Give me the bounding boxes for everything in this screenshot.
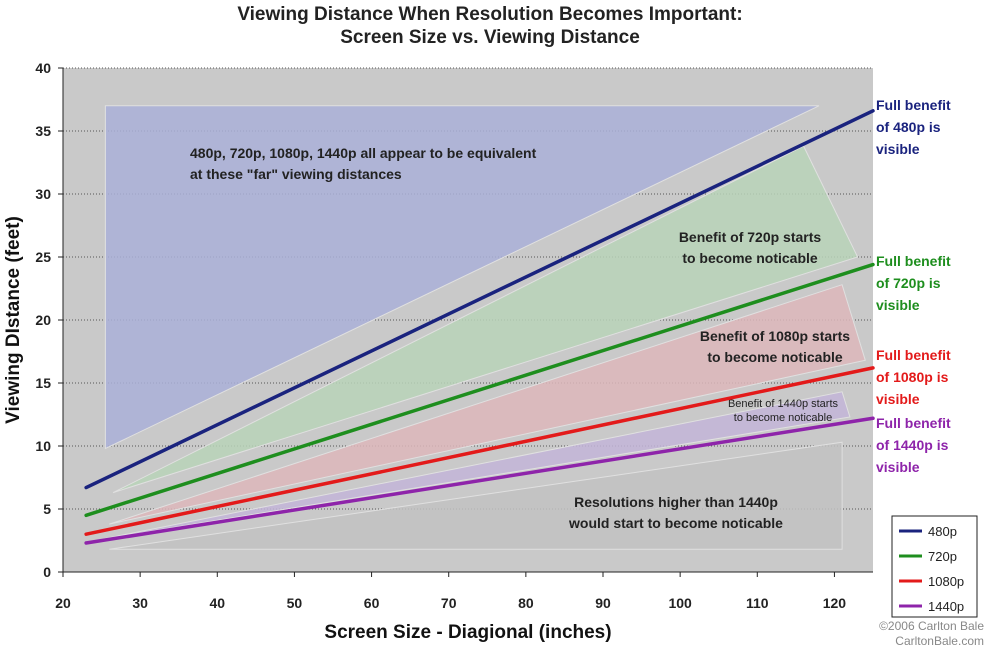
region-annotation-benefit-1080p: Benefit of 1080p starts [700,328,850,344]
plot-area: 480p, 720p, 1080p, 1440p all appear to b… [35,60,951,611]
end-label-720p: of 720p is [876,275,941,291]
end-label-480p: visible [876,141,920,157]
region-annotation-benefit-1440p: to become noticable [734,412,832,424]
legend: 480p 720p 1080p 1440p [891,515,978,618]
y-tick-label: 20 [35,312,51,328]
series-line-480p [84,109,875,490]
series-line-720p [84,262,875,518]
y-tick-label: 0 [43,564,51,580]
y-tick-label: 5 [43,501,51,517]
end-label-1080p: visible [876,391,920,407]
end-label-1440p: visible [876,459,920,475]
x-tick-label: 110 [746,595,769,611]
legend-box [891,515,978,618]
region-higher-than-1440p [109,441,843,550]
region-annotation-480p-720p-1080p-1440p-equivalent: at these "far" viewing distances [190,166,402,182]
region-annotation-benefit-720p: to become noticable [682,250,818,266]
y-tick-label: 15 [35,375,51,391]
end-label-1080p: of 1080p is [876,369,949,385]
legend-label-720p: 720p [928,549,957,564]
legend-label-1080p: 1080p [928,574,964,589]
region-annotation-benefit-720p: Benefit of 720p starts [679,229,822,245]
legend-label-1440p: 1440p [928,599,964,614]
end-label-480p: Full benefit [876,97,951,113]
y-tick-label: 10 [35,438,51,454]
x-tick-label: 40 [209,595,225,611]
x-tick-label: 100 [668,595,692,611]
y-tick-label: 40 [35,60,51,76]
x-tick-label: 30 [132,595,148,611]
end-label-720p: visible [876,297,920,313]
end-label-720p: Full benefit [876,253,951,269]
region-annotation-480p-720p-1080p-1440p-equivalent: 480p, 720p, 1080p, 1440p all appear to b… [190,145,537,161]
credit-line1: ©2006 Carlton Bale [879,619,984,633]
legend-label-480p: 480p [928,524,957,539]
region-benefit-1080p [109,284,866,525]
x-tick-label: 80 [518,595,534,611]
end-label-1440p: of 1440p is [876,437,949,453]
y-tick-label: 25 [35,249,51,265]
credit-line2: CarltonBale.com [895,634,984,648]
y-tick-label: 30 [35,186,51,202]
series-line-1440p [84,416,875,545]
x-tick-label: 70 [441,595,457,611]
x-tick-label: 50 [287,595,303,611]
y-axis-label: Viewing DIstance (feet) [3,216,24,424]
x-tick-label: 120 [823,595,847,611]
x-tick-label: 20 [55,595,71,611]
chart-title-line1: Viewing Distance When Resolution Becomes… [237,4,742,25]
chart-title-line2: Screen Size vs. Viewing Distance [340,27,640,48]
region-benefit-1440p [101,391,851,540]
region-annotation-higher-than-1440p: would start to become noticable [568,515,783,531]
region-benefit-720p [112,145,859,494]
region-annotation-benefit-1080p: to become noticable [707,349,843,365]
end-label-1080p: Full benefit [876,347,951,363]
x-tick-label: 90 [595,595,611,611]
region-annotation-benefit-1440p: Benefit of 1440p starts [728,398,839,410]
x-tick-label: 60 [364,595,380,611]
x-axis-label: Screen Size - Diagional (inches) [324,622,611,643]
end-label-1440p: Full benefit [876,415,951,431]
region-480p-720p-1080p-1440p-equivalent [104,105,820,450]
region-annotation-higher-than-1440p: Resolutions higher than 1440p [574,494,778,510]
series-line-1080p [84,366,875,536]
y-tick-label: 35 [35,123,51,139]
end-label-480p: of 480p is [876,119,941,135]
